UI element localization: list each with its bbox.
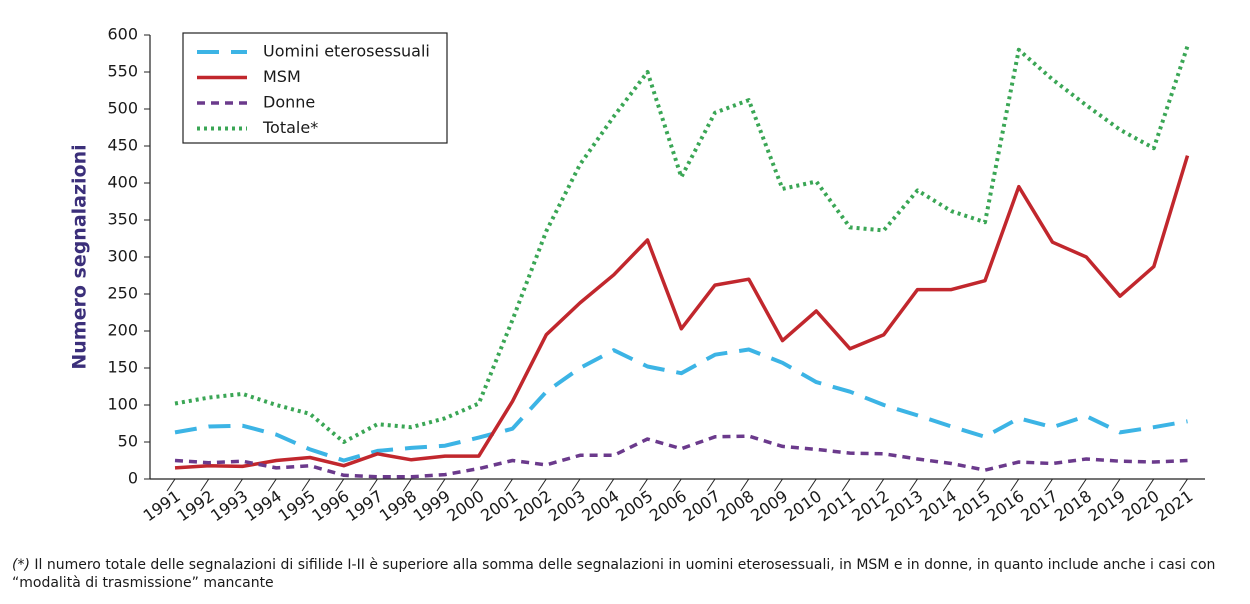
y-tick-label: 550 (107, 62, 138, 81)
chart: Numero segnalazioni 0 50 100 150 200 250 300 35… (69, 25, 1205, 525)
y-tick-label: 100 (107, 395, 138, 414)
x-tick (402, 478, 412, 492)
x-tick (234, 478, 243, 492)
x-tick (875, 478, 885, 492)
y-tick-label: 400 (107, 173, 138, 192)
x-tick (942, 478, 952, 492)
x-tick-label: 2021 (1152, 486, 1196, 525)
x-tick (436, 478, 446, 492)
x-tick (166, 478, 176, 492)
series-line (174, 347, 1188, 463)
series-line (174, 155, 1190, 470)
x-tick (1044, 478, 1053, 492)
x-tick (605, 478, 615, 492)
legend-label: Donne (263, 93, 315, 112)
x-tick (504, 478, 513, 492)
x-tick (774, 478, 783, 492)
x-tick (672, 478, 682, 492)
x-tick (1077, 478, 1087, 492)
x-tick (335, 478, 345, 492)
x-tick (807, 478, 817, 492)
y-tick-label: 50 (118, 432, 138, 451)
x-tick (200, 478, 210, 492)
x-tick (1111, 478, 1121, 492)
y-tick-label: 450 (107, 136, 138, 155)
x-tick (369, 478, 378, 492)
y-tick-label: 300 (107, 247, 138, 266)
x-tick (639, 478, 648, 492)
footnote: (*) Il numero totale delle segnalazioni … (12, 556, 1242, 592)
x-tick (841, 478, 851, 492)
x-tick (267, 478, 277, 492)
series-line (174, 434, 1188, 479)
y-tick-label: 500 (107, 99, 138, 118)
legend-label: Uomini eterosessuali (263, 42, 430, 61)
legend-box (182, 32, 448, 144)
legend-label: Totale* (262, 118, 318, 137)
x-tick (976, 478, 986, 492)
note-marker: (*) (12, 557, 30, 573)
x-tick (706, 478, 716, 492)
y-tick-label: 250 (107, 284, 138, 303)
x-tick (1145, 478, 1155, 492)
legend-label: MSM (263, 67, 301, 86)
y-tick-label: 350 (107, 210, 138, 229)
y-tick-label: 600 (107, 25, 138, 44)
x-tick (537, 478, 547, 492)
x-tick (909, 478, 918, 492)
x-tick (1179, 478, 1188, 492)
y-tick-label: 0 (128, 469, 138, 488)
y-tick-label: 200 (107, 321, 138, 340)
series-line (174, 45, 1190, 444)
x-tick (301, 478, 311, 492)
x-tick (740, 478, 750, 492)
legend: Uomini eterosessuali MSM Donne Totale* (182, 32, 448, 144)
x-tick (1010, 478, 1020, 492)
note-text: Il numero totale delle segnalazioni di s… (12, 557, 1216, 591)
x-tick (571, 478, 581, 492)
y-axis-label: Numero segnalazioni (69, 144, 91, 369)
y-tick-label: 150 (107, 358, 138, 377)
x-tick (470, 478, 480, 492)
